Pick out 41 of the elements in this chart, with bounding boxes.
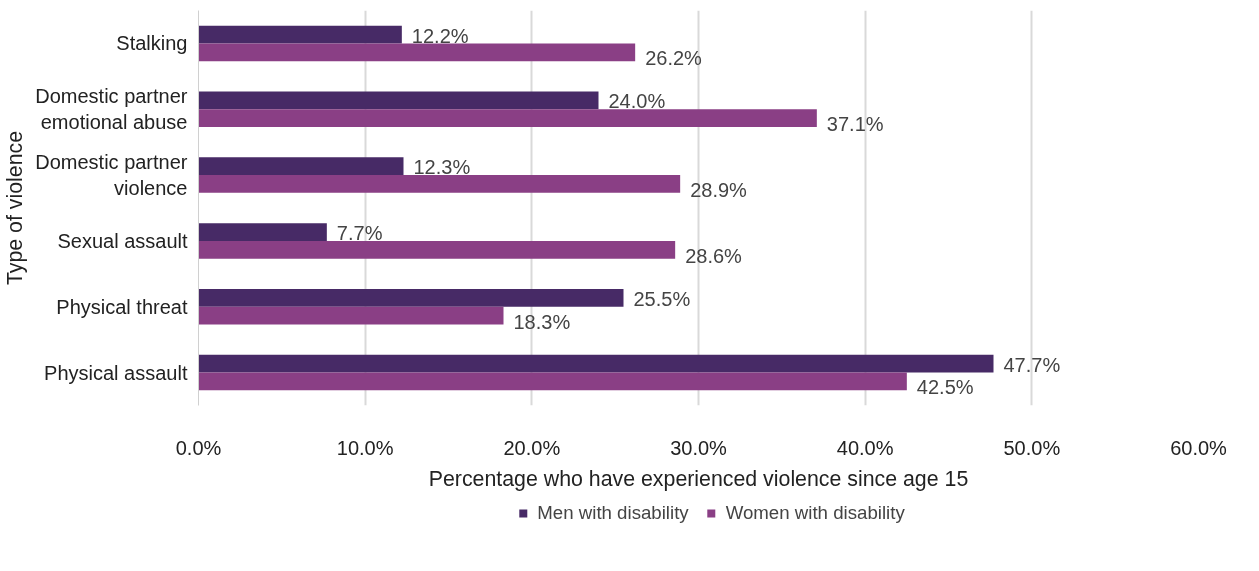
y-tick-label: Stalking — [116, 32, 188, 55]
x-tick-label: 40.0% — [836, 436, 894, 459]
data-label: 28.9% — [690, 178, 748, 201]
bar — [198, 109, 817, 128]
data-label: 12.3% — [413, 156, 471, 179]
bar — [198, 25, 402, 44]
y-tick-label: Sexual assault — [57, 229, 188, 252]
y-tick-label: Domestic partner violence — [35, 150, 188, 200]
x-tick-label: 20.0% — [503, 436, 561, 459]
bar — [198, 175, 681, 193]
data-label: 28.6% — [685, 244, 743, 267]
x-tick-label: 30.0% — [670, 436, 728, 459]
x-tick-label: 50.0% — [1003, 436, 1061, 459]
bar — [198, 223, 327, 241]
y-tick-label: Physical assault — [44, 361, 188, 384]
x-tick-label: 10.0% — [336, 436, 394, 459]
y-axis-title: Type of violence — [3, 130, 28, 286]
data-label: 42.5% — [916, 376, 974, 399]
bar — [198, 306, 504, 325]
bar — [198, 240, 676, 259]
y-tick-label: Physical threat — [56, 295, 188, 318]
bar — [198, 157, 404, 176]
data-label: 12.2% — [411, 24, 469, 47]
y-tick-label: Domestic partner emotional abuse — [35, 85, 188, 134]
x-axis-title: Percentage who have experienced violence since age 15 — [428, 466, 969, 491]
x-tick-label: 0.0% — [175, 436, 222, 459]
bar — [198, 288, 624, 307]
data-label: 26.2% — [645, 47, 703, 70]
data-label: 25.5% — [633, 287, 691, 310]
data-label: 47.7% — [1003, 353, 1061, 376]
legend-label: Men with disability — [537, 502, 689, 524]
data-label: 7.7% — [336, 222, 383, 245]
bar — [198, 354, 994, 373]
data-label: 18.3% — [513, 310, 571, 333]
data-label: 24.0% — [608, 90, 666, 113]
legend-label: Women with disability — [725, 502, 905, 524]
x-tick-label: 60.0% — [1170, 436, 1228, 459]
bar — [198, 91, 599, 110]
bar — [198, 43, 636, 62]
bar — [198, 372, 907, 391]
data-label: 37.1% — [826, 113, 884, 136]
